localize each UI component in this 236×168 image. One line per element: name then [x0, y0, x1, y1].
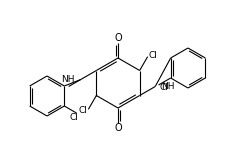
Text: NH: NH: [61, 75, 75, 84]
Text: Cl: Cl: [159, 83, 168, 93]
Text: O: O: [114, 33, 122, 43]
Text: O: O: [114, 123, 122, 133]
Text: Cl: Cl: [79, 106, 88, 115]
Text: Cl: Cl: [69, 114, 78, 122]
Text: Cl: Cl: [148, 51, 157, 60]
Text: NH: NH: [161, 82, 175, 91]
